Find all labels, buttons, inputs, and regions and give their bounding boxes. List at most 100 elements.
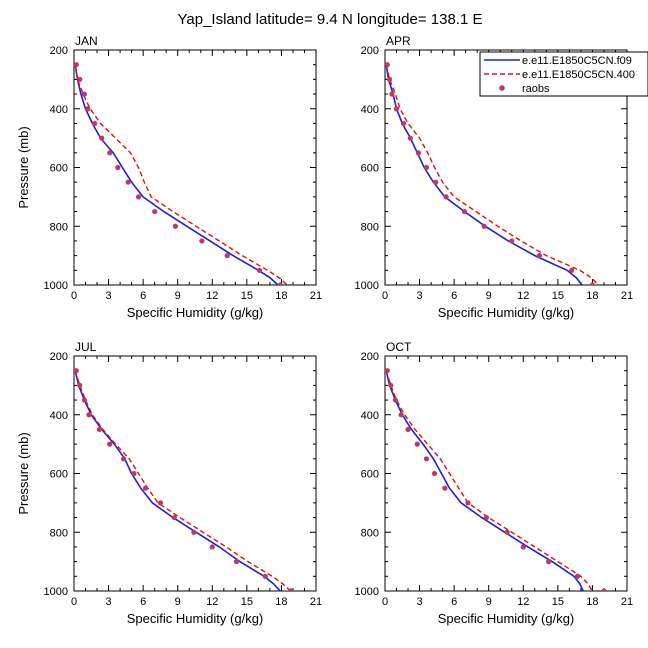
x-tick-label: 21 <box>310 290 322 302</box>
x-tick-label: 15 <box>241 596 253 608</box>
raobs-point <box>131 470 137 477</box>
legend-label-f09: e.e11.E1850C5CN.f09 <box>522 55 632 67</box>
y-tick-label: 800 <box>50 221 68 233</box>
x-tick-label: 21 <box>310 596 322 608</box>
raobs-point <box>191 529 197 535</box>
x-tick-label: 6 <box>451 290 457 302</box>
x-axis-label: Specific Humidity (g/kg) <box>127 611 264 626</box>
y-tick-label: 400 <box>50 410 68 422</box>
plot-data <box>74 62 288 285</box>
panel-title: JAN <box>75 34 98 48</box>
raobs-point <box>407 135 413 141</box>
raobs-point <box>157 500 164 506</box>
raobs-point <box>115 164 121 171</box>
raobs-point <box>442 485 448 491</box>
x-tick-label: 0 <box>71 596 77 608</box>
panel-title: OCT <box>386 340 412 354</box>
raobs-point <box>389 91 395 97</box>
x-tick-label: 18 <box>586 596 598 608</box>
y-tick-label: 1000 <box>44 280 68 292</box>
raobs-point <box>135 194 142 200</box>
plot-frame <box>73 49 317 286</box>
y-tick-label: 1000 <box>44 586 68 598</box>
raobs-point <box>431 470 438 477</box>
raobs-point <box>520 544 526 550</box>
raobs-point <box>81 91 87 97</box>
raobs-point <box>209 544 215 550</box>
y-tick-label: 600 <box>50 163 68 175</box>
raobs-point <box>77 382 83 388</box>
raobs-point <box>415 150 422 156</box>
raobs-point <box>256 267 263 273</box>
raobs-point <box>262 573 268 579</box>
raobs-point <box>392 397 398 403</box>
y-tick-label: 800 <box>361 221 379 233</box>
panel-title: JUL <box>75 340 97 354</box>
x-axis-label: Specific Humidity (g/kg) <box>438 611 575 626</box>
raobs-point <box>125 179 131 185</box>
x-tick-label: 6 <box>140 596 146 608</box>
series-f09-line <box>385 64 583 285</box>
x-tick-label: 6 <box>140 290 146 302</box>
y-tick-label: 200 <box>50 45 68 57</box>
raobs-point <box>423 456 430 462</box>
raobs-point <box>601 588 607 591</box>
raobs-point <box>120 456 127 462</box>
raobs-point <box>589 282 596 285</box>
x-tick-label: 21 <box>621 596 633 608</box>
x-tick-label: 12 <box>517 596 529 608</box>
raobs-point <box>387 76 393 82</box>
y-tick-label: 800 <box>50 527 68 539</box>
x-tick-label: 3 <box>106 290 112 302</box>
plot-data <box>385 368 607 591</box>
raobs-point <box>99 135 105 141</box>
plot-frame <box>73 355 317 592</box>
raobs-point <box>199 238 205 244</box>
raobs-point <box>546 559 552 565</box>
y-tick-label: 200 <box>361 45 379 57</box>
x-tick-label: 18 <box>275 596 287 608</box>
raobs-point <box>288 588 294 591</box>
y-tick-label: 200 <box>361 351 379 363</box>
y-tick-label: 600 <box>50 469 68 481</box>
x-tick-label: 15 <box>241 290 253 302</box>
panel-apr: 0 3 6 9 12 15 18 21 200 400 600 800 1000 APR Specific … <box>355 34 634 320</box>
x-tick-label: 12 <box>206 596 218 608</box>
legend-label-raobs: raobs <box>522 83 550 95</box>
raobs-point <box>224 253 230 259</box>
raobs-point <box>443 194 449 200</box>
y-tick-label: 1000 <box>355 280 379 292</box>
legend-label-400: e.e11.E1850C5CN.400 <box>522 69 635 81</box>
y-tick-label: 1000 <box>355 586 379 598</box>
panels: 0 3 6 9 12 15 18 21 200 400 600 800 1000 JAN Specific … <box>16 34 633 626</box>
y-tick-label: 400 <box>50 104 68 116</box>
raobs-point <box>96 426 102 433</box>
legend: e.e11.E1850C5CN.f09 e.e11.E1850C5CN.400 … <box>479 51 648 97</box>
raobs-point <box>393 106 400 112</box>
x-tick-label: 18 <box>586 290 598 302</box>
raobs-point <box>74 368 79 374</box>
plot-frame <box>384 355 628 592</box>
x-tick-label: 9 <box>486 596 492 608</box>
panel-oct: 0 3 6 9 12 15 18 21 200 400 600 800 1000 OCT Specific … <box>355 340 634 626</box>
raobs-point <box>107 150 113 156</box>
raobs-point <box>569 267 575 273</box>
raobs-point <box>92 120 98 127</box>
panel-title: APR <box>386 34 411 48</box>
raobs-point <box>142 485 149 491</box>
x-tick-label: 12 <box>517 290 529 302</box>
panel-jan: 0 3 6 9 12 15 18 21 200 400 600 800 1000 JAN Specific … <box>16 34 322 320</box>
raobs-point <box>405 426 411 433</box>
panel-jul: 0 3 6 9 12 15 18 21 200 400 600 800 1000 JUL Specific … <box>16 340 322 626</box>
raobs-point <box>385 368 390 374</box>
x-tick-label: 9 <box>175 596 181 608</box>
x-tick-label: 0 <box>382 290 388 302</box>
raobs-point <box>433 179 439 185</box>
raobs-point <box>423 164 430 171</box>
x-tick-label: 3 <box>417 596 423 608</box>
raobs-point <box>465 500 471 506</box>
y-tick-label: 600 <box>361 163 379 175</box>
y-tick-label: 400 <box>361 410 379 422</box>
x-tick-label: 9 <box>486 290 492 302</box>
